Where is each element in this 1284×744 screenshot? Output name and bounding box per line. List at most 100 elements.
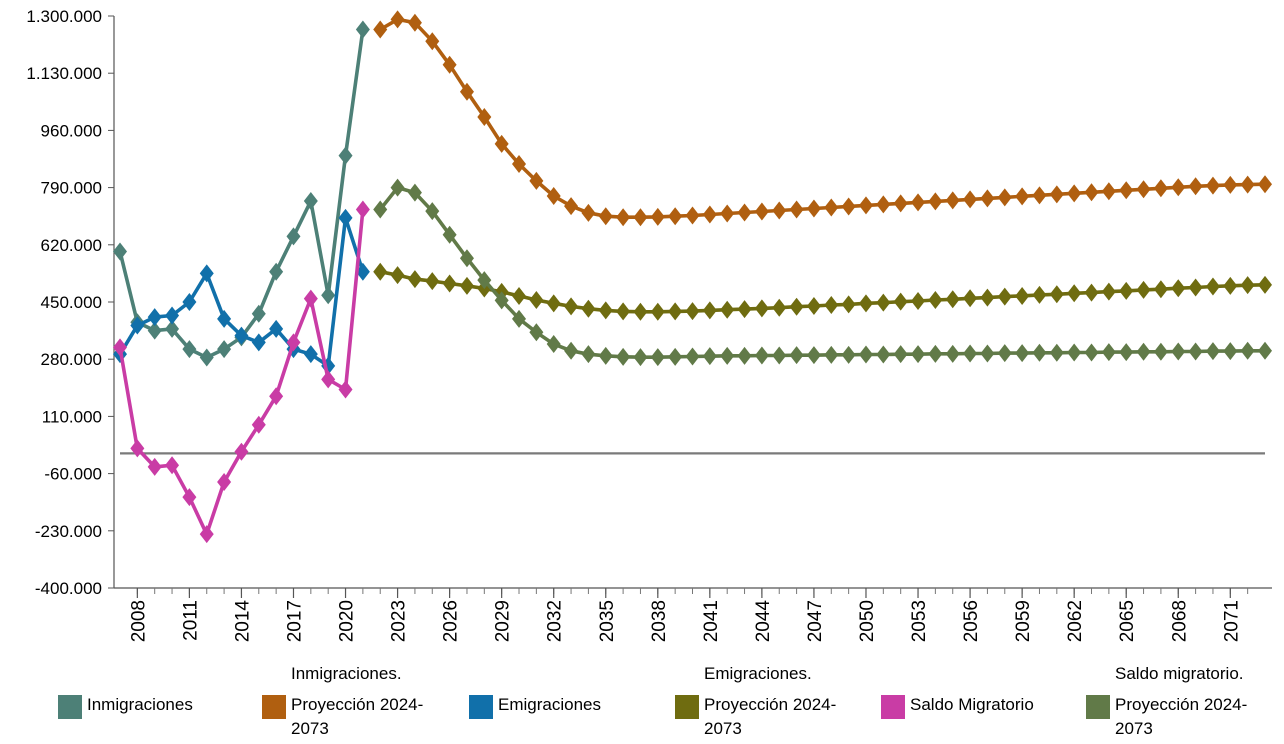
- data-point: [1049, 185, 1064, 204]
- y-tick-label: 1.130.000: [26, 64, 102, 83]
- data-point: [893, 345, 908, 364]
- data-point: [1188, 177, 1203, 196]
- data-point: [182, 293, 197, 311]
- data-point: [980, 344, 995, 363]
- x-tick-label: 2041: [701, 600, 722, 642]
- data-point: [1101, 182, 1116, 201]
- data-point: [1119, 343, 1134, 362]
- x-tick-label: 2032: [545, 600, 566, 642]
- y-tick-label: 450.000: [41, 293, 102, 312]
- data-point: [858, 294, 873, 313]
- data-point: [963, 289, 978, 308]
- data-point: [997, 344, 1012, 363]
- data-point: [1171, 178, 1186, 197]
- data-point: [616, 347, 631, 366]
- data-point: [858, 196, 873, 215]
- data-point: [789, 200, 804, 219]
- data-point: [997, 287, 1012, 306]
- data-point: [355, 200, 370, 219]
- data-point: [581, 299, 596, 318]
- data-point: [425, 32, 440, 51]
- series-3: [373, 262, 1272, 321]
- data-point: [1240, 276, 1255, 295]
- data-point: [234, 326, 249, 345]
- data-point: [182, 340, 197, 359]
- data-point: [1188, 278, 1203, 297]
- data-point: [1258, 275, 1272, 294]
- data-point: [564, 197, 579, 216]
- data-point: [529, 171, 544, 190]
- data-point: [1032, 285, 1047, 304]
- series-line: [379, 269, 1266, 314]
- data-point: [199, 525, 214, 544]
- data-point: [581, 203, 596, 222]
- data-point: [1136, 180, 1151, 199]
- data-point: [1015, 286, 1030, 305]
- data-point: [373, 200, 388, 219]
- x-tick-label: 2020: [337, 600, 358, 642]
- data-point: [355, 262, 370, 281]
- data-point: [737, 203, 752, 222]
- data-point: [685, 347, 700, 366]
- data-point: [269, 387, 284, 406]
- data-point: [702, 347, 717, 366]
- data-point: [1205, 277, 1220, 296]
- data-point: [1153, 179, 1168, 198]
- x-tick-label: 2008: [128, 600, 149, 642]
- x-tick-label: 2023: [389, 600, 410, 642]
- legend-label: Emigraciones: [498, 695, 601, 714]
- data-point: [1015, 187, 1030, 206]
- legend-swatch: [1086, 695, 1110, 719]
- data-point: [338, 208, 353, 227]
- data-point: [1205, 176, 1220, 195]
- x-tick-label: 2047: [805, 600, 826, 642]
- data-point: [737, 300, 752, 319]
- data-point: [303, 289, 318, 308]
- data-point: [425, 272, 440, 291]
- data-point: [546, 294, 561, 313]
- data-point: [876, 345, 891, 364]
- data-point: [702, 301, 717, 320]
- data-point: [806, 199, 821, 218]
- data-point: [893, 194, 908, 213]
- data-point: [1084, 283, 1099, 302]
- data-point: [668, 347, 683, 366]
- data-point: [217, 473, 232, 492]
- legend-label: Inmigraciones: [87, 695, 193, 714]
- data-point: [789, 346, 804, 365]
- data-point: [407, 13, 422, 32]
- data-point: [1032, 343, 1047, 362]
- data-point: [633, 302, 648, 321]
- y-tick-label: 1.300.000: [26, 7, 102, 26]
- data-point: [269, 262, 284, 281]
- data-point: [980, 288, 995, 307]
- data-point: [963, 344, 978, 363]
- data-point: [928, 192, 943, 211]
- data-point: [1171, 342, 1186, 361]
- legend-swatch: [881, 695, 905, 719]
- x-tick-label: 2017: [284, 600, 305, 642]
- data-point: [858, 345, 873, 364]
- y-tick-label: 280.000: [41, 350, 102, 369]
- data-point: [303, 192, 318, 211]
- data-point: [1188, 342, 1203, 361]
- data-point: [390, 266, 405, 285]
- data-point: [425, 202, 440, 221]
- data-point: [911, 291, 926, 310]
- x-tick-label: 2035: [597, 600, 618, 642]
- data-point: [564, 341, 579, 360]
- data-point: [945, 191, 960, 210]
- data-point: [841, 345, 856, 364]
- data-point: [373, 262, 388, 281]
- data-point: [650, 348, 665, 367]
- data-point: [824, 345, 839, 364]
- legend-label: Proyección 2024-2073: [704, 695, 837, 738]
- legend-swatch: [262, 695, 286, 719]
- x-tick-label: 2044: [753, 600, 774, 643]
- data-point: [1223, 175, 1238, 194]
- data-point: [442, 274, 457, 293]
- x-tick-label: 2068: [1169, 600, 1190, 642]
- data-point: [737, 346, 752, 365]
- y-tick-label: -400.000: [35, 579, 102, 598]
- data-point: [1258, 341, 1272, 360]
